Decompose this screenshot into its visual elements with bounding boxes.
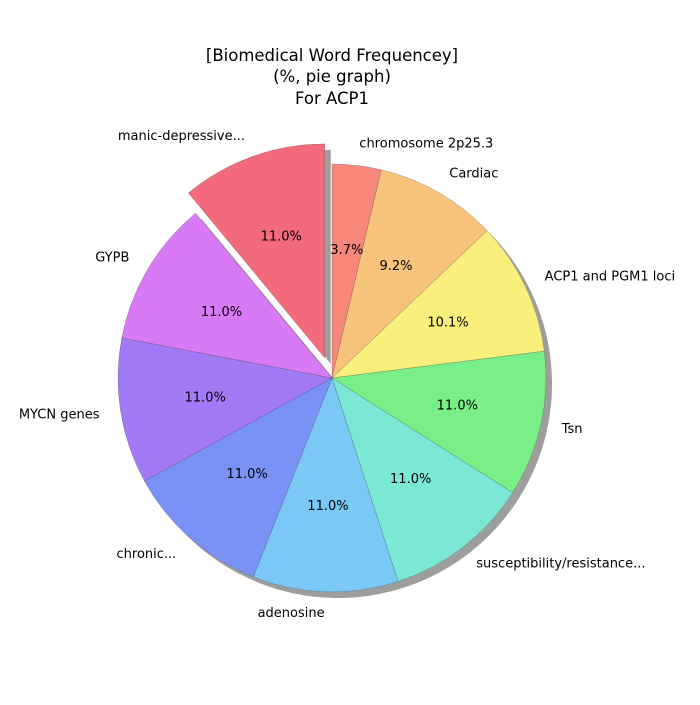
pie-category-label-adenosine: adenosine [258,606,325,621]
pie-slice-tsn [331,350,547,493]
pie-category-label-cardiac: Cardiac [449,166,498,181]
pie-category-label-mycn-genes: MYCN genes [19,407,100,422]
pie-category-label-gypb: GYPB [95,251,129,266]
pie-category-label-chronic: chronic... [117,547,177,562]
pie-percent-label-chromosome-2p25-3: 3.7% [330,243,363,258]
pie-percent-label-susceptibility-resistance: 11.0% [390,472,431,487]
pie-slice-adenosine [252,377,399,593]
pie-percent-label-manic-depressive: 11.0% [261,230,302,245]
pie-slice-susceptibility-resistance [331,377,513,582]
chart-title-line-1: [Biomedical Word Frequencey] [206,46,458,65]
pie-percent-labels: 3.7% 9.2% 10.1% 11.0% 11.0% 11.0% 11.0% 11.0% 11… [185,230,478,514]
pie-slice-chronic [144,377,333,578]
pie-percent-label-mycn-genes: 11.0% [185,391,226,406]
pie-category-label-tsn: Tsn [561,422,583,437]
pie-slice-cardiac [331,169,488,379]
pie-category-label-chromosome-2p25-3: chromosome 2p25.3 [359,137,493,152]
pie-category-label-susceptibility-resistance: susceptibility/resistance... [476,557,645,572]
pie-slices [117,143,547,593]
pie-category-label-acp1-and-pgm1-loci: ACP1 and PGM1 loci [545,270,675,285]
pie-percent-label-acp1-and-pgm1-loci: 10.1% [427,315,468,330]
chart-title-line-3: For ACP1 [295,89,369,108]
chart-title-line-2: (%, pie graph) [273,67,391,86]
pie-percent-label-chronic: 11.0% [226,467,267,482]
pie-category-labels: chromosome 2p25.3 Cardiac ACP1 and PGM1 lo… [19,129,675,621]
chart-title: [Biomedical Word Frequencey] (%, pie gra… [206,46,458,108]
pie-percent-label-gypb: 11.0% [201,305,242,320]
pie-percent-label-adenosine: 11.0% [307,499,348,514]
pie-percent-label-tsn: 11.0% [437,399,478,414]
pie-slice-gypb [121,212,333,379]
pie-percent-label-cardiac: 9.2% [379,259,412,274]
pie-slice-manic-depressive [188,143,325,359]
pie-category-label-manic-depressive: manic-depressive... [118,129,245,144]
pie-slice-acp1-and-pgm1-loci [331,230,545,379]
pie-slice-mycn-genes [117,337,333,482]
